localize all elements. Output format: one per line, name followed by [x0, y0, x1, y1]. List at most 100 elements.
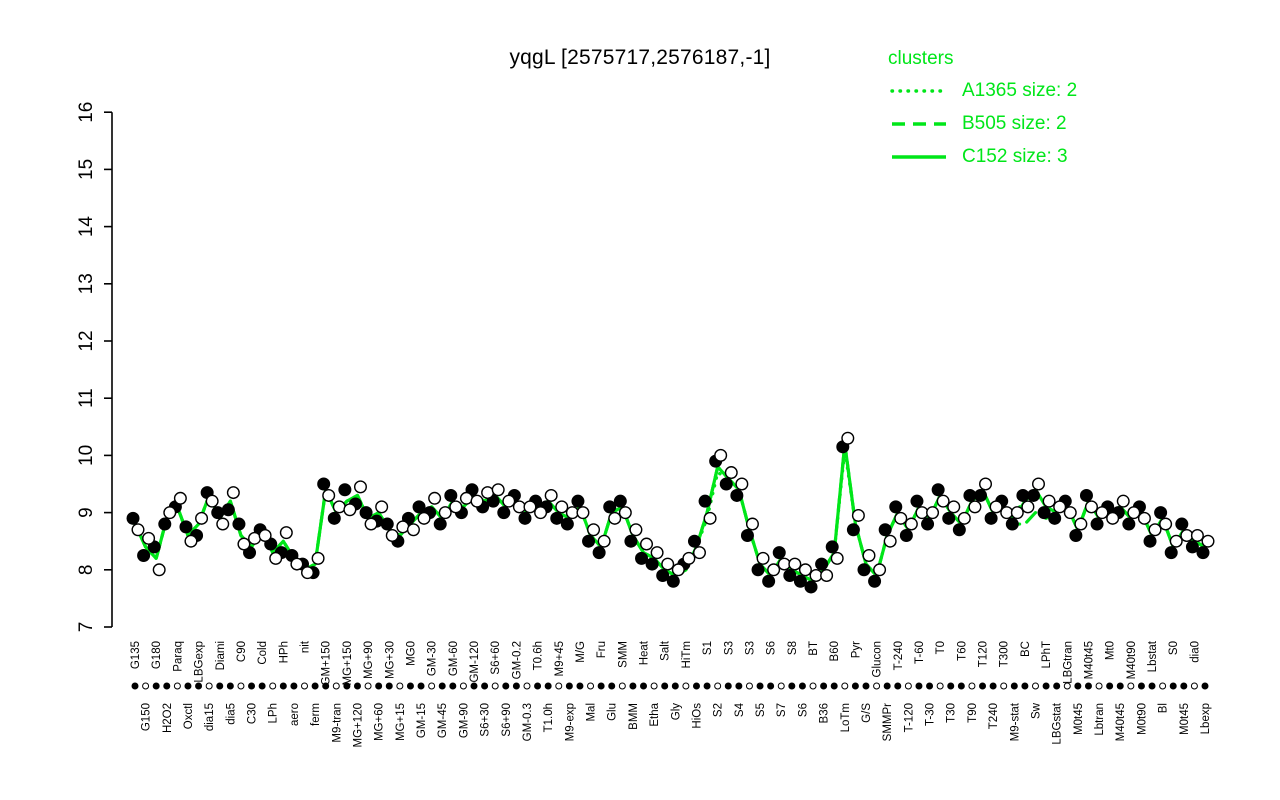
data-point-filled [645, 557, 659, 571]
x-category-label: T60 [956, 641, 968, 661]
data-point-open [873, 563, 887, 577]
data-point-open [523, 500, 537, 514]
data-point-filled [338, 483, 352, 497]
data-point-filled [137, 549, 151, 563]
y-tick-label: 9 [76, 507, 97, 518]
y-tick-label: 11 [76, 388, 97, 408]
legend-entry: B505 size: 2 [888, 107, 1077, 140]
condition-marker [629, 682, 637, 690]
data-point-filled [613, 494, 627, 508]
x-category-label: M0t45 [1179, 703, 1191, 735]
x-category-label: Lbstat [1147, 640, 1159, 672]
x-category-label: M9-stat [1009, 702, 1021, 741]
data-point-open [502, 494, 516, 508]
condition-marker [491, 682, 499, 690]
condition-marker [290, 682, 298, 690]
data-point-open [798, 563, 812, 577]
data-point-open [332, 500, 346, 514]
condition-marker [830, 682, 838, 690]
data-point-filled [1090, 517, 1104, 531]
condition-marker [555, 682, 563, 690]
data-point-open [248, 531, 262, 545]
x-category-label: S3 [723, 641, 735, 655]
data-point-open [481, 486, 495, 500]
dashed-line-icon [892, 121, 946, 126]
data-point-filled [582, 534, 596, 548]
x-category-label: MG+30 [384, 641, 396, 679]
data-point-filled [592, 546, 606, 560]
data-point-open [226, 486, 240, 500]
data-point-open [587, 523, 601, 537]
data-point-open [820, 569, 834, 583]
y-tick-label: 14 [76, 216, 97, 238]
data-point-open [1137, 511, 1151, 525]
data-point-filled [571, 494, 585, 508]
solid-line-icon [892, 154, 946, 159]
data-point-filled [603, 500, 617, 514]
condition-marker [301, 682, 309, 690]
condition-marker [406, 682, 414, 690]
x-category-label: Lbexp [1200, 703, 1212, 734]
data-point-open [957, 511, 971, 525]
condition-marker [1042, 682, 1050, 690]
data-point-filled [762, 574, 776, 588]
data-point-filled [1026, 488, 1040, 502]
condition-marker [142, 682, 150, 690]
data-point-filled [1122, 517, 1136, 531]
data-point-open [1074, 517, 1088, 531]
condition-marker [438, 682, 446, 690]
x-category-label: MG+60 [374, 703, 386, 741]
data-point-filled [1175, 517, 1189, 531]
data-point-open [343, 503, 357, 517]
condition-marker [650, 682, 658, 690]
data-point-filled [719, 477, 733, 491]
condition-marker [1201, 682, 1209, 690]
condition-marker [957, 682, 965, 690]
data-point-open [1180, 528, 1194, 542]
data-point-open [1000, 506, 1014, 520]
data-point-filled [1185, 540, 1199, 554]
condition-marker [1084, 682, 1092, 690]
x-category-label: M40t45 [1115, 703, 1127, 741]
x-category-label: Mal [586, 703, 598, 722]
data-point-filled [783, 569, 797, 583]
data-point-open [491, 483, 505, 497]
data-point-open [936, 494, 950, 508]
x-category-label: M0t45 [1073, 703, 1085, 735]
legend-entry-label: C152 size: 3 [962, 145, 1068, 167]
x-category-label: Pyr [850, 641, 862, 658]
condition-marker [735, 682, 743, 690]
x-category-label: H2O2 [162, 703, 174, 733]
condition-marker [195, 682, 203, 690]
data-point-open [1031, 477, 1045, 491]
x-category-label: G180 [151, 641, 163, 669]
x-category-label: nit [300, 640, 312, 653]
x-category-label: S6 [797, 703, 809, 717]
data-point-open [724, 466, 738, 480]
condition-marker [894, 682, 902, 690]
x-category-label: S6+60 [490, 641, 502, 675]
data-point-open [735, 477, 749, 491]
data-point-open [163, 506, 177, 520]
data-point-filled [825, 540, 839, 554]
condition-marker [1169, 682, 1177, 690]
x-category-label: T0 [935, 641, 947, 654]
x-category-label: LBGexp [194, 641, 206, 683]
data-point-open [661, 557, 675, 571]
data-point-open [640, 537, 654, 551]
cluster-legend: clusters A1365 size: 2 B505 size: 2 C152… [888, 44, 1077, 173]
condition-marker [544, 682, 552, 690]
y-tick-label: 13 [76, 273, 97, 294]
x-category-label: Fru [596, 641, 608, 658]
data-point-filled [687, 534, 701, 548]
condition-marker [322, 682, 330, 690]
x-category-label: Mt0 [1105, 641, 1117, 660]
data-point-open [1010, 506, 1024, 520]
condition-marker [1031, 682, 1039, 690]
x-category-label: MG+15 [395, 703, 407, 741]
data-point-open [1106, 511, 1120, 525]
x-category-label: T-240 [893, 641, 905, 670]
x-category-label: BMM [628, 703, 640, 730]
condition-marker [618, 682, 626, 690]
data-point-open [417, 511, 431, 525]
